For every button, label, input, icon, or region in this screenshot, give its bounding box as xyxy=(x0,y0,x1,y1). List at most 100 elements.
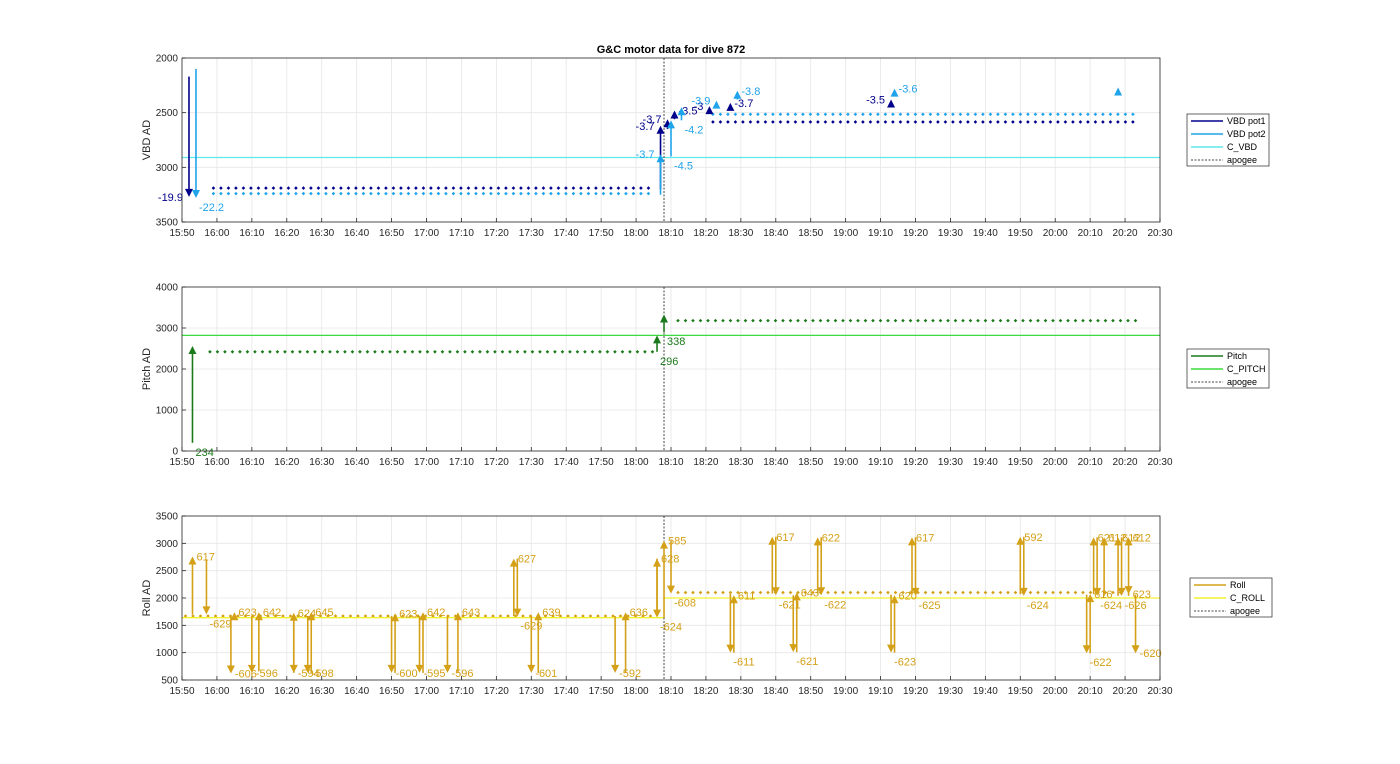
data-point xyxy=(598,349,602,354)
data-label: -594 xyxy=(298,668,320,680)
data-label: 623 xyxy=(399,608,417,620)
data-point xyxy=(573,614,578,618)
data-label: -624 xyxy=(660,622,682,634)
data-point xyxy=(511,186,516,190)
arrow-head xyxy=(415,664,424,673)
data-point xyxy=(320,349,325,354)
arrow-head xyxy=(391,613,400,622)
data-point xyxy=(1116,120,1120,124)
data-point xyxy=(213,614,218,618)
data-point xyxy=(808,112,813,117)
data-point xyxy=(773,318,778,323)
x-tick-label: 18:30 xyxy=(728,457,753,468)
y-tick-label: 0 xyxy=(172,447,178,458)
legend-box xyxy=(1186,113,1270,167)
data-point xyxy=(1018,112,1023,117)
data-point xyxy=(1018,120,1023,124)
arrow-head xyxy=(1016,536,1025,545)
data-point xyxy=(425,349,430,354)
data-label: -596 xyxy=(256,668,278,680)
data-point xyxy=(264,186,268,190)
x-tick-label: 20:00 xyxy=(1043,457,1068,468)
data-point xyxy=(498,614,503,618)
data-label: -3 xyxy=(694,101,704,113)
data-point xyxy=(1126,318,1130,323)
y-tick-label: 2000 xyxy=(156,365,179,376)
data-point xyxy=(846,112,850,117)
data-point xyxy=(968,590,973,595)
data-point xyxy=(733,112,738,117)
arrow-head xyxy=(656,154,665,163)
data-point xyxy=(226,186,231,190)
data-point xyxy=(1043,318,1048,323)
data-point xyxy=(778,112,783,117)
x-tick-label: 17:50 xyxy=(589,686,614,697)
data-point xyxy=(908,590,913,595)
data-point xyxy=(811,590,815,595)
x-tick-label: 16:50 xyxy=(379,686,404,697)
data-label: 592 xyxy=(1024,532,1042,544)
data-point xyxy=(481,191,486,196)
arrow-head xyxy=(247,664,256,673)
data-point xyxy=(541,186,546,190)
data-point xyxy=(951,120,955,124)
data-point xyxy=(271,186,276,190)
data-point xyxy=(1063,112,1068,117)
data-point xyxy=(728,318,733,323)
data-point xyxy=(519,191,523,196)
arrow-head xyxy=(188,346,197,355)
data-point xyxy=(848,590,853,595)
x-tick-label: 16:40 xyxy=(344,228,369,239)
arrow-head xyxy=(887,99,896,108)
x-tick-label: 18:40 xyxy=(763,228,788,239)
data-point xyxy=(451,186,456,190)
arrow-head xyxy=(1100,537,1109,546)
data-point xyxy=(301,186,306,190)
data-label: -3.7 xyxy=(643,114,662,126)
x-tick-label: 17:20 xyxy=(484,686,509,697)
data-point xyxy=(741,120,745,124)
data-point xyxy=(346,186,351,190)
data-point xyxy=(698,590,703,595)
x-tick-label: 17:40 xyxy=(554,228,579,239)
data-point xyxy=(973,112,978,117)
data-point xyxy=(1118,318,1123,323)
data-point xyxy=(241,191,246,196)
data-point xyxy=(1081,318,1085,323)
data-point xyxy=(348,614,353,618)
data-label: -624 xyxy=(1027,600,1049,612)
arrow-head xyxy=(1117,587,1126,596)
data-point xyxy=(711,120,715,124)
x-tick-label: 18:30 xyxy=(728,228,753,239)
data-point xyxy=(309,186,313,190)
data-point xyxy=(429,191,433,196)
data-point xyxy=(476,614,480,618)
data-point xyxy=(803,318,808,323)
data-point xyxy=(833,590,838,595)
data-point xyxy=(556,186,561,190)
data-point xyxy=(938,318,943,323)
data-point xyxy=(1043,590,1048,595)
arrow-head xyxy=(289,612,298,621)
data-point xyxy=(1051,318,1055,323)
data-label: -3.8 xyxy=(741,86,760,98)
data-point xyxy=(756,120,760,124)
data-label: 645 xyxy=(315,607,333,619)
data-point xyxy=(635,349,640,354)
data-point xyxy=(1003,112,1008,117)
data-point xyxy=(898,120,903,124)
data-point xyxy=(923,590,928,595)
data-point xyxy=(718,112,723,117)
data-point xyxy=(410,349,415,354)
arrow-head xyxy=(527,664,536,673)
data-point xyxy=(1093,112,1098,117)
x-tick-label: 17:20 xyxy=(484,228,509,239)
data-point xyxy=(286,186,291,190)
data-point xyxy=(691,318,695,323)
data-point xyxy=(376,186,381,190)
y-tick-label: 3000 xyxy=(156,324,179,335)
x-tick-label: 16:00 xyxy=(204,228,229,239)
arrow-head xyxy=(733,90,742,99)
data-point xyxy=(408,614,413,618)
data-point xyxy=(1041,120,1045,124)
